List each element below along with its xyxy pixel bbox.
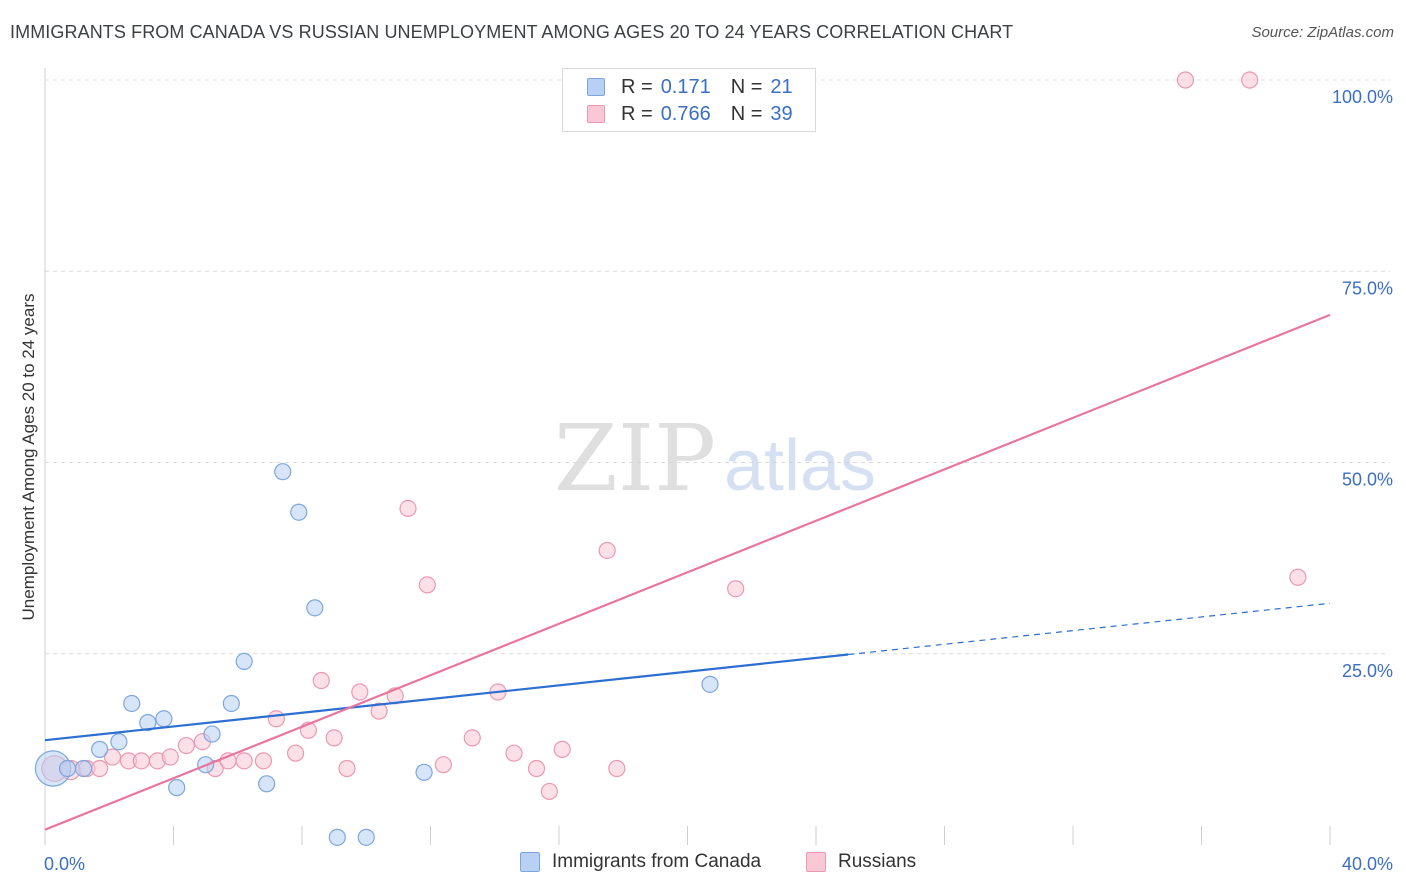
canada-point (203, 725, 221, 743)
canada-point (155, 710, 173, 728)
legend-row-canada: R = 0.171 N = 21 (587, 74, 793, 100)
russians-point (132, 752, 150, 770)
legend-r-value: 0.171 (660, 75, 711, 98)
canada-point (74, 759, 93, 778)
legend-r-label: R = (621, 102, 653, 125)
russians-point (1289, 568, 1307, 586)
legend-r-value: 0.766 (660, 102, 711, 125)
russians-point (418, 576, 436, 594)
canada-point (290, 503, 308, 521)
y-tick-label: 100.0% (1332, 87, 1393, 107)
canada-point (415, 763, 433, 781)
trend-lines (44, 313, 1331, 831)
correlation-legend: R = 0.171 N = 21 R = 0.766 N = 39 (562, 68, 816, 132)
tick-labels: 25.0% 50.0% 75.0% 100.0% 0.0% 40.0% (44, 87, 1393, 874)
russians-point (463, 729, 481, 747)
canada-point (235, 652, 253, 671)
y-axis-label: Unemployment Among Ages 20 to 24 years (19, 294, 38, 621)
bottom-legend-label-canada: Immigrants from Canada (552, 851, 762, 872)
gridlines (45, 79, 1390, 655)
canada-trend-line-projection (848, 602, 1331, 656)
legend-n-label: N = (730, 102, 763, 125)
russians-trend-line (44, 313, 1331, 831)
russians-point (1241, 71, 1259, 89)
russians-point (177, 736, 195, 755)
russians-point (254, 752, 273, 770)
watermark: ZIP atlas (554, 405, 876, 512)
legend-swatch-russians (587, 105, 605, 123)
russians-point (103, 748, 122, 766)
y-tick-label: 75.0% (1342, 278, 1393, 298)
russians-point (235, 752, 253, 770)
canada-point (139, 713, 157, 732)
bottom-legend-canada: Immigrants from Canada (520, 851, 761, 873)
russians-point (1176, 71, 1195, 89)
russians-point (553, 740, 571, 758)
russians-point (312, 671, 330, 690)
russians-point (370, 702, 388, 720)
russians-point (727, 580, 745, 598)
bottom-legend-swatch-russians (806, 852, 826, 872)
bottom-legend-swatch-canada (520, 852, 540, 872)
canada-point (357, 828, 375, 846)
x-tick-label: 0.0% (44, 854, 85, 874)
source-label: Source: ZipAtlas.com (1251, 24, 1394, 41)
russians-point (540, 782, 558, 801)
legend-n-value: 21 (770, 75, 793, 98)
bottom-legend-russians: Russians (806, 851, 916, 873)
russians-point (351, 683, 369, 701)
canada-point (91, 740, 109, 758)
bottom-legend-label-russians: Russians (838, 851, 917, 872)
russians-point (338, 759, 356, 778)
russians-point (267, 710, 285, 728)
canada-point (58, 759, 77, 778)
russians-point (527, 759, 546, 778)
legend-n-label: N = (730, 75, 763, 98)
russians-point (161, 748, 179, 766)
legend-row-russians: R = 0.766 N = 39 (587, 101, 793, 127)
canada-point (274, 463, 292, 481)
russians-point (399, 499, 417, 517)
x-tick-label: 40.0% (1342, 854, 1393, 874)
russians-point (91, 759, 109, 778)
chart-title: IMMIGRANTS FROM CANADA VS RUSSIAN UNEMPL… (10, 22, 1014, 42)
russians-point (286, 744, 305, 762)
y-tick-label: 25.0% (1342, 661, 1393, 681)
watermark-zip: ZIP (554, 405, 716, 512)
legend-swatch-canada (587, 78, 605, 96)
data-points (34, 71, 1307, 846)
canada-point (328, 828, 346, 846)
canada-point (701, 675, 719, 693)
legend-n-value: 39 (770, 102, 793, 125)
canada-trend-line (44, 653, 849, 742)
russians-point (325, 729, 343, 747)
canada-point (222, 694, 240, 713)
canada-point (306, 599, 324, 617)
axes (44, 68, 1331, 845)
canada-point (168, 779, 186, 797)
canada-point (123, 694, 141, 713)
russians-point (434, 756, 452, 774)
watermark-atlas: atlas (724, 426, 876, 506)
y-tick-label: 50.0% (1342, 470, 1393, 490)
russians-point (598, 541, 616, 560)
russians-point (608, 759, 626, 778)
canada-point (110, 733, 128, 751)
legend-r-label: R = (621, 75, 653, 98)
canada-point (258, 775, 276, 793)
russians-point (505, 744, 523, 762)
